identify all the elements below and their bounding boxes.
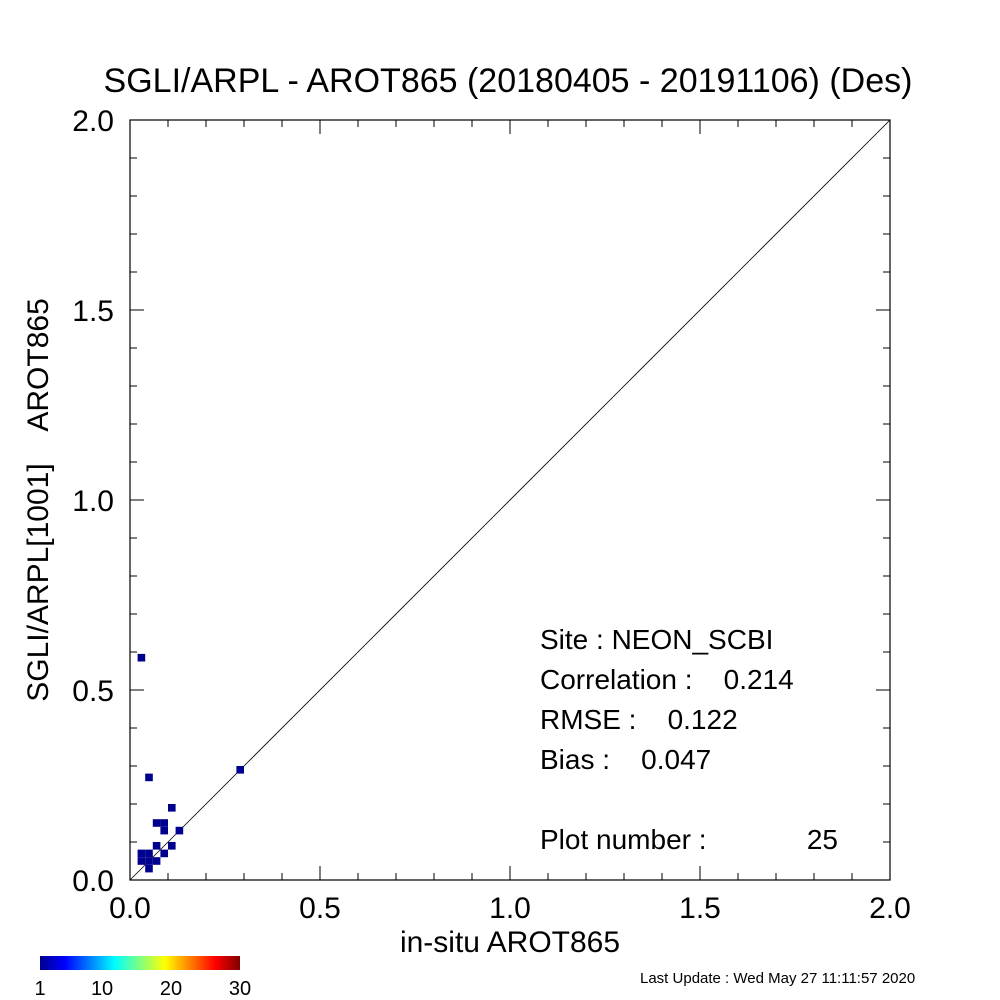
data-point: [236, 766, 244, 774]
data-point: [160, 819, 168, 827]
y-tick-label: 2.0: [72, 105, 114, 138]
rmse-label: RMSE : 0.122: [540, 704, 738, 735]
x-tick-label: 0.5: [299, 892, 341, 925]
y-axis-label: SGLI/ARPL[1001] AROT865: [22, 298, 55, 702]
correlation-label: Correlation : 0.214: [540, 664, 794, 695]
colorbar-tick-labels: 1 10 20 30: [34, 978, 251, 1000]
y-tick-label: 0.0: [72, 865, 114, 898]
y-tick-label: 0.5: [72, 675, 114, 708]
last-update-text: Last Update : Wed May 27 11:11:57 2020: [640, 970, 916, 987]
colorbar-tick-label: 1: [34, 978, 45, 1000]
colorbar-tick-label: 30: [229, 978, 251, 1000]
data-point: [145, 857, 153, 865]
x-tick-label: 2.0: [869, 892, 911, 925]
x-axis-label: in-situ AROT865: [400, 926, 620, 959]
data-point: [137, 849, 146, 858]
y-tick-label: 1.5: [72, 295, 114, 328]
data-point: [152, 857, 161, 865]
data-point: [137, 653, 146, 662]
site-label: Site : NEON_SCBI: [540, 624, 773, 655]
data-point: [160, 826, 168, 835]
x-tick-label: 0.0: [109, 892, 151, 925]
bias-label: Bias : 0.047: [540, 744, 711, 775]
data-point: [152, 842, 161, 850]
plot-number-label: Plot number :: [540, 824, 707, 855]
data-point: [168, 842, 176, 850]
data-points: [137, 653, 244, 873]
x-tick-labels: 0.0 0.5 1.0 1.5 2.0: [109, 892, 911, 925]
chart-title: SGLI/ARPL - AROT865 (20180405 - 20191106…: [104, 62, 913, 100]
colorbar-tick-label: 20: [160, 978, 182, 1000]
stats-box: Site : NEON_SCBI Correlation : 0.214 RMS…: [540, 624, 838, 855]
data-point: [152, 819, 161, 827]
data-point: [145, 864, 153, 873]
x-tick-label: 1.0: [489, 892, 531, 925]
data-point: [168, 804, 176, 812]
x-tick-label: 1.5: [679, 892, 721, 925]
data-point: [145, 849, 153, 858]
y-tick-label: 1.0: [72, 485, 114, 518]
data-point: [175, 826, 184, 835]
data-point: [145, 773, 153, 782]
colorbar-tick-label: 10: [91, 978, 113, 1000]
data-point: [160, 849, 168, 858]
y-tick-labels: 0.0 0.5 1.0 1.5 2.0: [72, 105, 114, 898]
plot-number-value: 25: [807, 824, 838, 855]
data-point: [137, 857, 146, 865]
axis-ticks: [129, 119, 891, 881]
one-to-one-line: [129, 119, 891, 881]
colorbar: [40, 956, 240, 970]
